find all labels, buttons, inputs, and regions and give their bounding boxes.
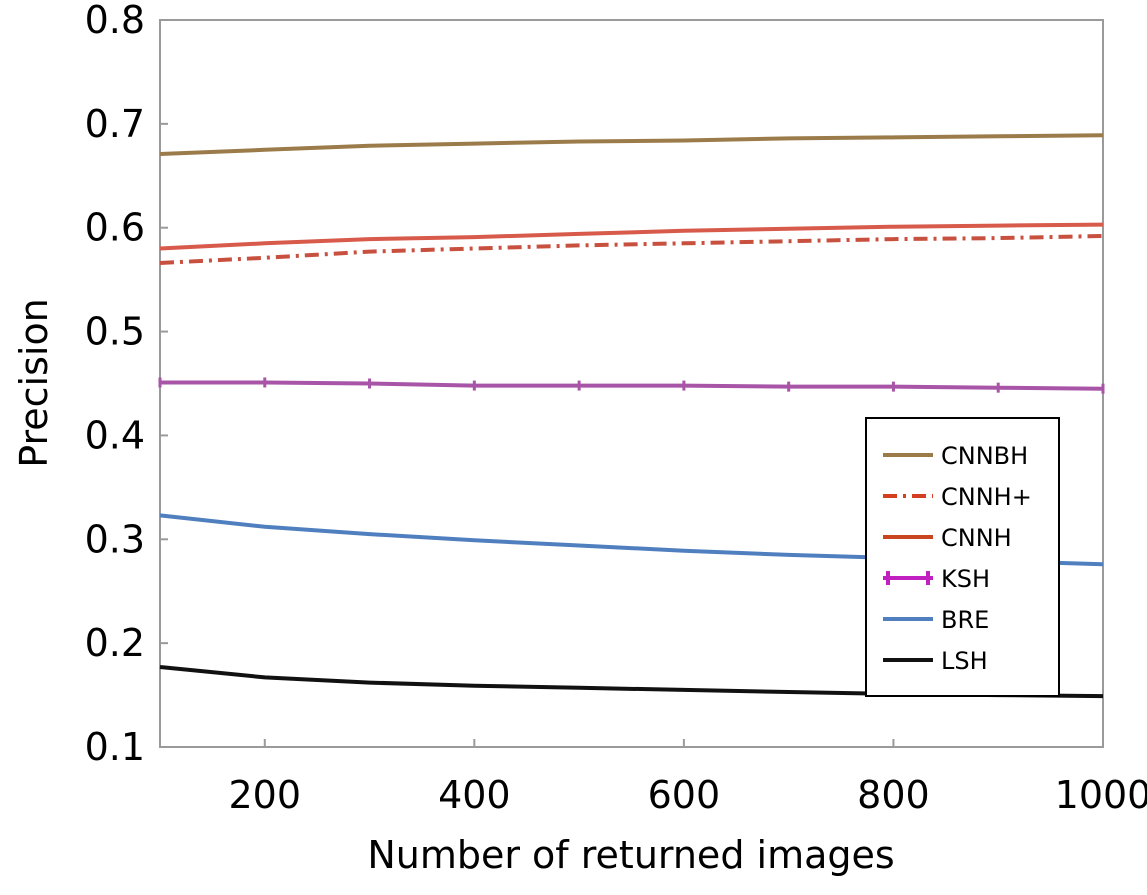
legend-entry-ksh: KSH — [883, 565, 990, 593]
y-tick-label: 0.2 — [85, 621, 145, 665]
y-tick-label: 0.4 — [85, 413, 145, 457]
legend-box — [865, 417, 1060, 697]
legend: CNNBH CNNH+ CNNH KSH BRE LSH — [865, 417, 1060, 697]
legend-label: CNNBH — [941, 442, 1028, 470]
y-tick-label: 0.6 — [85, 206, 145, 250]
y-tick-label: 0.5 — [85, 310, 145, 354]
x-tick-label: 200 — [229, 773, 302, 817]
axis-ticks — [160, 19, 1104, 748]
series-line-cnnh — [159, 222, 1104, 251]
series-cnnh — [159, 234, 1104, 265]
series-line-cnnh — [159, 234, 1104, 265]
x-tick-label: 1000 — [1055, 773, 1147, 817]
y-tick-label: 0.3 — [85, 517, 145, 561]
y-axis-title: Precision — [12, 298, 56, 468]
y-tick-label: 0.8 — [85, 0, 145, 42]
series-line-cnnbh — [159, 133, 1104, 156]
legend-label: CNNH+ — [941, 483, 1032, 511]
y-tick-label: 0.7 — [85, 102, 145, 146]
series-cnnh — [159, 222, 1104, 251]
x-tick-label: 600 — [648, 773, 721, 817]
tick-labels: 200 400 600 800 1000 0.1 0.2 0.3 0.4 0.5 0.6 0.7 0.8 — [85, 0, 1147, 817]
legend-label: KSH — [941, 565, 990, 593]
legend-entry-bre: BRE — [883, 606, 989, 634]
x-tick-label: 400 — [438, 773, 511, 817]
x-axis-title: Number of returned images — [367, 833, 894, 877]
legend-entry-cnnbh: CNNBH — [883, 442, 1028, 470]
y-tick-label: 0.1 — [85, 725, 145, 769]
series-line-ksh — [160, 380, 1104, 391]
legend-entry-lsh: LSH — [883, 647, 988, 675]
legend-entry-cnnh: CNNH+ — [883, 483, 1032, 511]
series-cnnbh — [159, 133, 1104, 156]
legend-entry-cnnh: CNNH — [883, 524, 1012, 552]
legend-label: LSH — [941, 647, 988, 675]
series-ksh — [158, 377, 1105, 394]
legend-label: CNNH — [941, 524, 1012, 552]
x-tick-label: 800 — [857, 773, 930, 817]
legend-label: BRE — [941, 606, 989, 634]
